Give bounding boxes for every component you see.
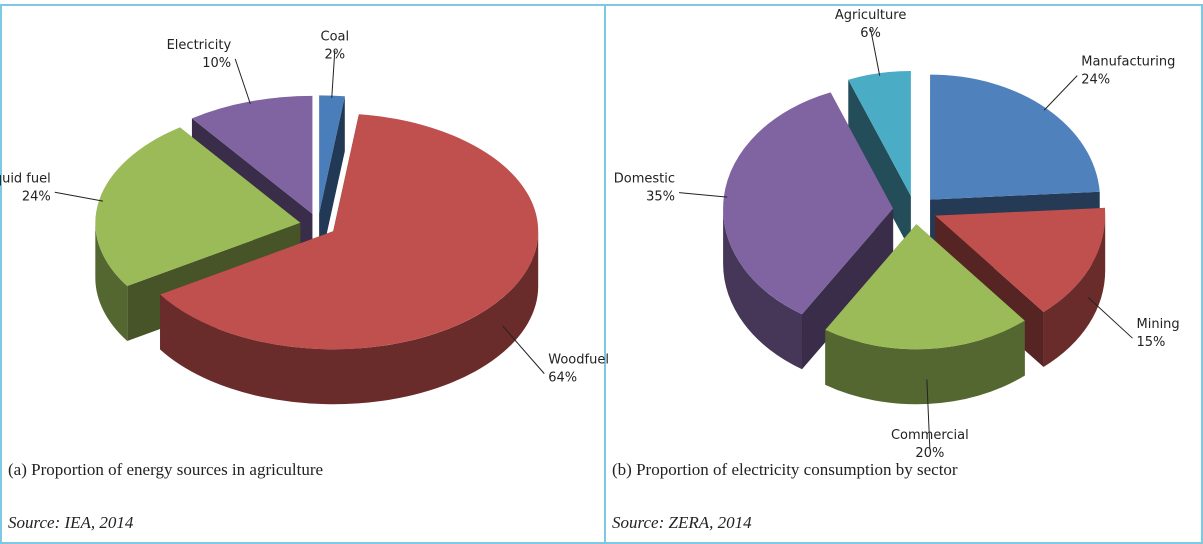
label-value: 24% [22,189,51,204]
label-name: Woodfuel [548,353,609,368]
slice-top [319,95,345,214]
slice [319,95,345,269]
label-name: Manufacturing [1081,55,1175,70]
slice-top [191,95,313,214]
slice-edge [319,96,345,269]
leader-line [1087,296,1133,339]
leader-line [679,192,728,198]
data-label: Coal 2% [321,30,350,63]
caption: (b) Proportion of electricity consumptio… [612,460,958,479]
data-label: Woodfuel 64% [548,353,609,386]
data-label: Electricity 10% [167,38,232,71]
slice [160,114,539,405]
leader-line [234,58,251,105]
slice-edge [848,79,911,251]
slice-top [160,114,539,350]
label-value: 15% [1137,335,1166,350]
slice [825,224,1025,405]
leader-line [54,191,104,202]
frame [0,4,1203,544]
leader-line [870,28,881,76]
label-value: 10% [202,56,231,71]
slice [848,70,911,251]
label-name: Electricity [167,38,232,53]
label-name: Coal [321,30,350,45]
slice [723,92,894,370]
slice-top [848,70,911,196]
label-name: Agriculture [835,8,907,23]
data-label: Agriculture 6% [835,8,907,41]
leader-line [331,50,336,98]
label-value: 24% [1081,73,1110,88]
label-name: Mining [1137,317,1180,332]
data-label: Liquid fuel 24% [0,171,51,204]
slice-top [930,74,1100,200]
slice-side [95,222,128,342]
data-label: Mining 15% [1137,317,1180,350]
leader-line [502,325,545,374]
slice-side [723,208,803,370]
data-label: Domestic 35% [614,172,675,205]
slice-top [825,224,1025,350]
label-name: Domestic [614,172,675,187]
source: Source: IEA, 2014 [8,513,134,532]
source: Source: ZERA, 2014 [612,513,752,532]
data-label: Manufacturing 24% [1081,55,1175,88]
caption: (a) Proportion of energy sources in agri… [8,460,323,479]
label-value: 64% [548,371,577,386]
slice-top [95,127,301,287]
label-value: 6% [860,26,881,41]
label-value: 20% [915,446,944,461]
slice-side [825,320,1025,405]
label-name: Liquid fuel [0,171,51,186]
data-label: Commercial 20% [891,428,969,461]
label-value: 2% [325,48,346,63]
slice-edge [802,208,894,370]
label-name: Commercial [891,428,969,443]
slice-side [1043,215,1106,367]
slice-top [723,92,894,315]
slice-side [160,231,539,405]
slice-top [935,207,1106,312]
leader-line [926,379,931,449]
leader-line [1043,75,1078,111]
label-value: 35% [646,190,675,205]
